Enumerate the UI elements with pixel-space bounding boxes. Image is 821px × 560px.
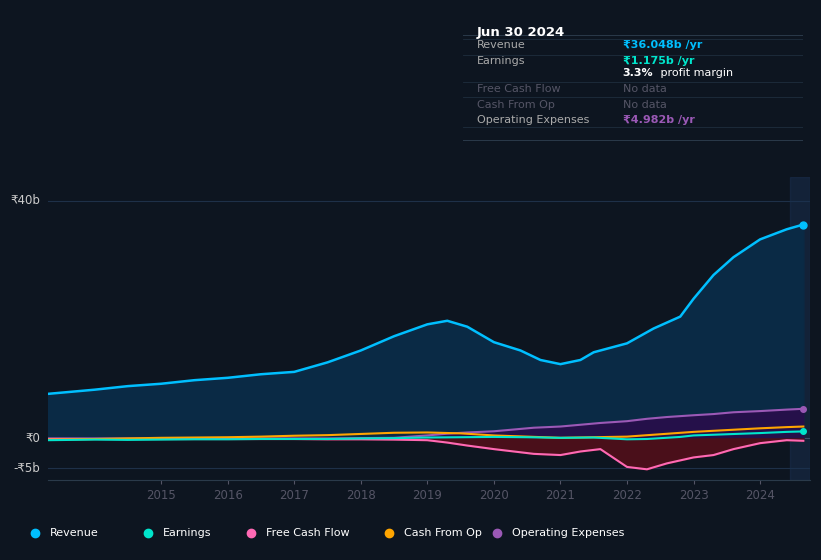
Text: 3.3%: 3.3% [623,68,654,78]
Text: Free Cash Flow: Free Cash Flow [477,85,560,95]
Text: ₹4.982b /yr: ₹4.982b /yr [623,115,695,125]
Bar [790,177,810,480]
Text: Operating Expenses: Operating Expenses [511,528,624,538]
Text: -₹5b: -₹5b [14,461,40,475]
Text: ₹1.175b /yr: ₹1.175b /yr [623,55,695,66]
Text: No data: No data [623,85,667,95]
Text: Cash From Op: Cash From Op [477,100,554,110]
Text: No data: No data [623,100,667,110]
Text: Revenue: Revenue [477,40,525,50]
Text: Earnings: Earnings [477,55,525,66]
Text: ₹0: ₹0 [25,432,40,445]
Text: Revenue: Revenue [49,528,99,538]
Text: Free Cash Flow: Free Cash Flow [265,528,349,538]
Text: Operating Expenses: Operating Expenses [477,115,589,125]
Text: ₹36.048b /yr: ₹36.048b /yr [623,40,702,50]
Text: Cash From Op: Cash From Op [403,528,481,538]
Text: profit margin: profit margin [657,68,733,78]
Text: Earnings: Earnings [163,528,211,538]
Text: Jun 30 2024: Jun 30 2024 [477,26,565,39]
Text: ₹40b: ₹40b [11,194,40,207]
